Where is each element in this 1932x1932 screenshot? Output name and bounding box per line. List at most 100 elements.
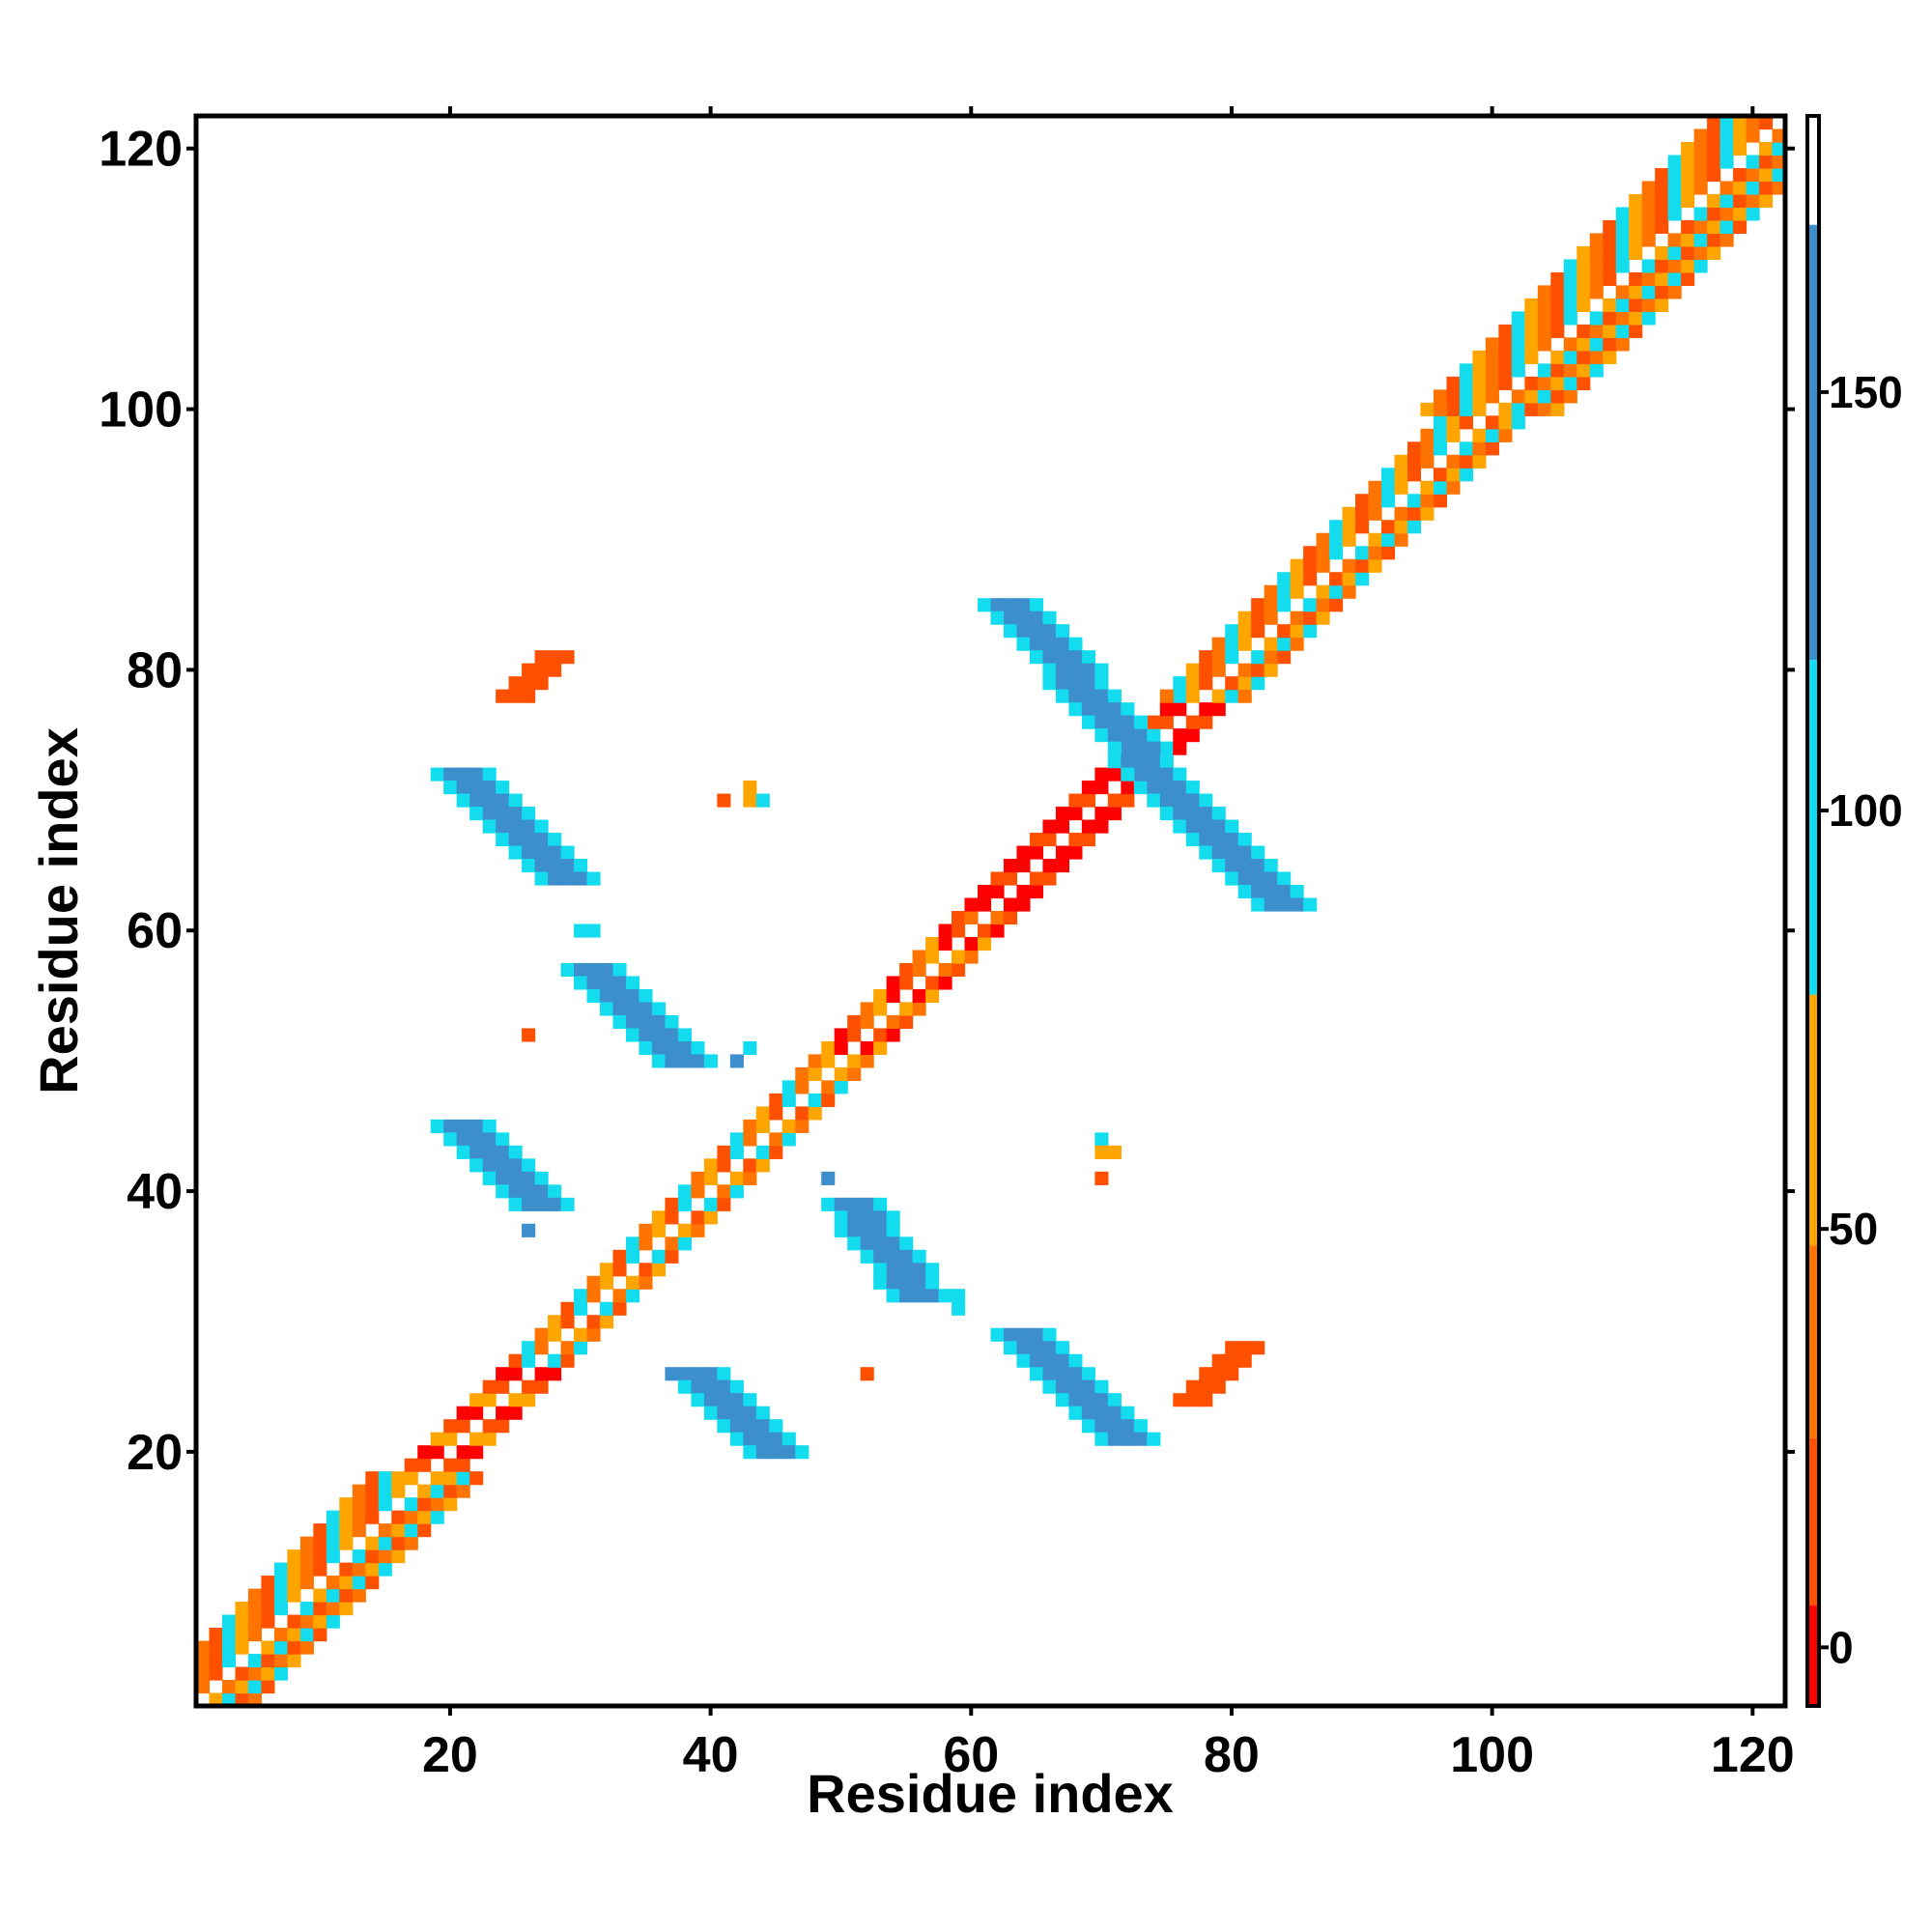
heatmap-cell	[1459, 468, 1473, 482]
heatmap-cell	[1237, 663, 1252, 677]
heatmap-cell	[1563, 285, 1577, 299]
heatmap-cell	[1772, 128, 1786, 143]
heatmap-cell	[1290, 897, 1304, 912]
heatmap-cell	[808, 1106, 822, 1121]
heatmap-cell	[1772, 181, 1786, 195]
heatmap-cell	[1641, 233, 1656, 247]
heatmap-cell	[313, 1536, 327, 1550]
heatmap-cell	[247, 1602, 263, 1616]
y-axis: 20 40 60 80 100 120	[99, 122, 196, 1481]
heatmap-cell	[1159, 767, 1174, 781]
heatmap-cell	[639, 1263, 653, 1277]
heatmap-cell	[691, 1210, 705, 1225]
heatmap-cell	[235, 1628, 249, 1642]
heatmap-cell	[703, 1210, 718, 1225]
heatmap-cell	[1693, 128, 1708, 143]
heatmap-cell	[391, 1471, 406, 1486]
heatmap-cell	[625, 1236, 640, 1251]
heatmap-cell	[1185, 833, 1200, 847]
heatmap-cell	[339, 1588, 354, 1603]
heatmap-cell	[209, 1666, 223, 1681]
heatmap-cell	[1433, 428, 1448, 442]
heatmap-cell	[677, 1197, 692, 1211]
x-tick-label: 60	[943, 1727, 999, 1783]
heatmap-cell	[834, 1223, 848, 1237]
heatmap-cell	[1406, 441, 1422, 456]
heatmap-cell	[560, 1341, 575, 1355]
heatmap-cell	[1681, 233, 1695, 247]
heatmap-cell	[1446, 376, 1461, 390]
heatmap-cell	[1003, 871, 1018, 886]
heatmap-cell	[261, 1588, 275, 1603]
heatmap-cell	[326, 1510, 340, 1524]
heatmap-cell	[1173, 793, 1187, 808]
heatmap-cell	[1042, 819, 1057, 834]
heatmap-cell	[534, 833, 549, 847]
heatmap-cell	[469, 1119, 484, 1133]
heatmap-cell	[651, 1002, 667, 1016]
heatmap-cell	[703, 1367, 718, 1381]
heatmap-cell	[1641, 259, 1656, 273]
heatmap-cell	[1381, 520, 1396, 534]
heatmap-cell	[417, 1510, 432, 1524]
heatmap-cell	[586, 988, 601, 1004]
heatmap-cell	[1277, 637, 1292, 651]
heatmap-cell	[769, 1093, 783, 1107]
heatmap-cell	[326, 1588, 340, 1603]
heatmap-cell	[1081, 1379, 1095, 1394]
heatmap-cell	[1094, 1171, 1109, 1185]
heatmap-cell	[1081, 1406, 1095, 1420]
heatmap-cell	[1368, 480, 1382, 495]
heatmap-cell	[1277, 624, 1292, 639]
heatmap-cell	[1446, 428, 1461, 442]
heatmap-cell	[1303, 558, 1318, 573]
heatmap-cell	[1511, 350, 1525, 364]
heatmap-cell	[365, 1549, 380, 1564]
heatmap-cell	[313, 1614, 327, 1629]
heatmap-cell	[1055, 689, 1069, 703]
heatmap-cell	[677, 1223, 692, 1237]
heatmap-cell	[990, 911, 1005, 925]
heatmap-cell	[821, 1171, 836, 1185]
heatmap-cell	[1173, 767, 1187, 781]
heatmap-cell	[1094, 676, 1109, 691]
heatmap-cell	[639, 1002, 653, 1016]
heatmap-cell	[430, 1119, 444, 1133]
heatmap-cell	[1094, 807, 1109, 821]
heatmap-cell	[1147, 767, 1161, 781]
heatmap-cell	[1173, 689, 1187, 703]
heatmap-cell	[1563, 337, 1577, 352]
heatmap-cell	[599, 1002, 614, 1016]
heatmap-cell	[352, 1562, 366, 1577]
heatmap-cell	[1563, 311, 1577, 326]
heatmap-cell	[1550, 298, 1565, 312]
heatmap-cell	[1498, 337, 1513, 352]
heatmap-cell	[1446, 468, 1461, 482]
heatmap-cell	[1733, 219, 1747, 235]
heatmap-cell	[430, 1497, 444, 1512]
heatmap-cell	[729, 1145, 744, 1159]
heatmap-cell	[873, 1028, 888, 1042]
heatmap-cell	[287, 1549, 301, 1564]
heatmap-cell	[651, 1028, 667, 1042]
heatmap-cell	[404, 1523, 418, 1538]
heatmap-cell	[1042, 650, 1057, 665]
heatmap-cell	[1251, 845, 1265, 860]
heatmap-cell	[522, 819, 536, 834]
heatmap-cell	[443, 1497, 458, 1512]
heatmap-cell	[1550, 285, 1565, 299]
heatmap-cell	[612, 1014, 627, 1030]
heatmap-cell	[1615, 324, 1630, 338]
heatmap-cell	[534, 663, 549, 677]
heatmap-cell	[1225, 637, 1239, 651]
heatmap-cell	[456, 1471, 470, 1486]
heatmap-cell	[1615, 311, 1630, 326]
heatmap-cell	[1615, 245, 1630, 261]
colorbar-band	[1807, 116, 1819, 225]
heatmap-cell	[287, 1614, 301, 1629]
heatmap-cell	[1107, 1393, 1122, 1407]
heatmap-cell	[482, 767, 497, 781]
heatmap-cell	[938, 923, 952, 938]
heatmap-cell	[860, 1014, 874, 1030]
heatmap-cell	[1667, 207, 1682, 221]
